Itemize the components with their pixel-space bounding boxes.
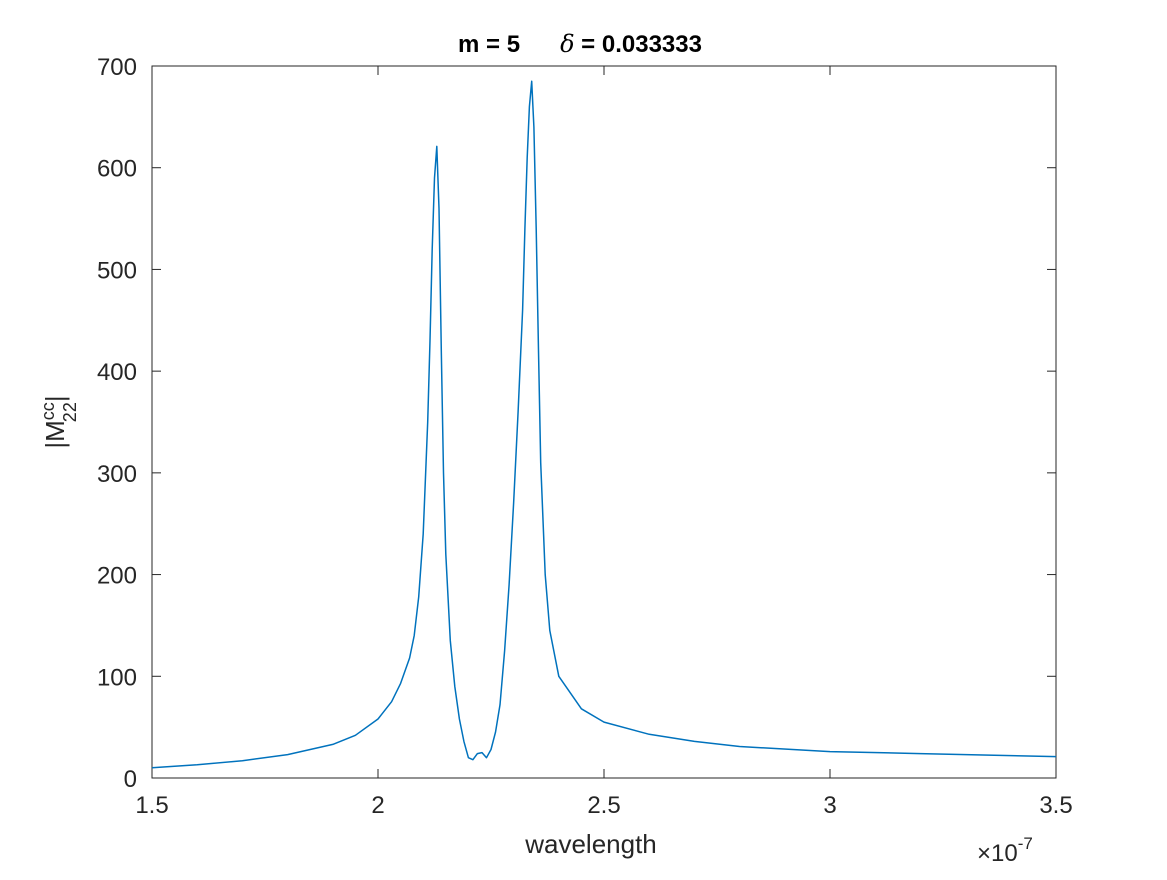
x-exponent-power: -7 [1018, 834, 1033, 853]
y-tick-label: 0 [124, 766, 137, 793]
y-axis-label: |Mcc 22| [38, 395, 80, 448]
title-m-label: m = 5 [458, 31, 520, 58]
title-delta-value: = 0.033333 [575, 31, 702, 58]
x-tick-label: 3.5 [1039, 792, 1072, 819]
y-label-superscript: cc [38, 402, 58, 420]
axes-box [151, 65, 1057, 779]
x-exponent-base: ×10 [977, 840, 1018, 867]
y-tick-label: 300 [97, 461, 137, 488]
y-tick-label: 400 [97, 359, 137, 386]
chart-title: m = 5 δ = 0.033333 [458, 30, 702, 58]
series-layer [151, 80, 1057, 769]
y-tick-label: 500 [97, 257, 137, 284]
y-label-base: |M [40, 420, 70, 448]
x-tick-label: 3 [823, 792, 836, 819]
x-tick-label: 2 [371, 792, 384, 819]
y-tick-label: 700 [97, 54, 137, 81]
y-label-subscript: 22 [60, 402, 80, 422]
x-exponent-label: ×10-7 [977, 834, 1033, 867]
x-axis-label: wavelength [524, 829, 657, 859]
y-label-close: | [40, 395, 70, 402]
y-tick-label: 100 [97, 664, 137, 691]
y-axis-ticks: 0 100 200 300 400 500 600 700 [97, 54, 1056, 793]
y-tick-label: 600 [97, 156, 137, 183]
series-line [151, 80, 1057, 769]
plot-frame [151, 65, 1057, 779]
x-tick-label: 1.5 [135, 792, 168, 819]
x-tick-label: 2.5 [587, 792, 620, 819]
title-delta-symbol: δ [560, 30, 574, 58]
x-axis-ticks: 1.5 2 2.5 3 3.5 [135, 66, 1073, 819]
y-tick-label: 200 [97, 563, 137, 590]
